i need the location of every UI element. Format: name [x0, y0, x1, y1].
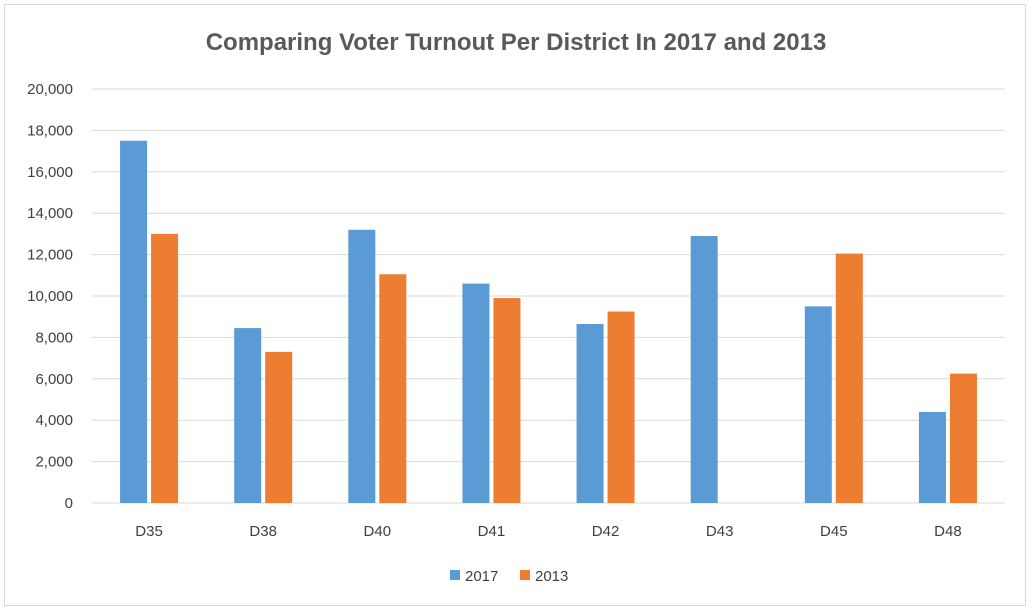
bar-d45-2017 [804, 306, 832, 503]
y-tick-label: 2,000 [35, 454, 73, 471]
bar-d38-2017 [234, 328, 262, 503]
y-tick-label: 10,000 [27, 288, 73, 305]
legend: 2017 2013 [450, 568, 568, 585]
legend-swatch-2017 [450, 570, 460, 580]
legend-swatch-2013 [520, 570, 530, 580]
legend-label-2017: 2017 [465, 568, 498, 585]
legend-label-2013: 2013 [535, 568, 568, 585]
gridlines [92, 88, 1005, 504]
y-tick-label: 18,000 [27, 122, 73, 139]
chart-title: Comparing Voter Turnout Per District In … [206, 29, 827, 56]
x-tick-label: D35 [135, 523, 163, 540]
bar-d48-2017 [918, 411, 946, 503]
y-tick-label: 8,000 [35, 329, 73, 346]
x-tick-label: D38 [249, 523, 277, 540]
bar-d38-2013 [265, 351, 293, 503]
y-tick-label: 12,000 [27, 247, 73, 264]
bar-d40-2017 [348, 229, 376, 503]
x-tick-label: D41 [478, 523, 506, 540]
bar-d35-2013 [151, 233, 179, 503]
y-tick-label: 0 [65, 495, 73, 512]
bar-d41-2013 [493, 298, 521, 503]
x-tick-label: D43 [706, 523, 734, 540]
bar-d43-2017 [690, 235, 718, 503]
bar-d42-2013 [607, 311, 635, 503]
bar-d35-2017 [120, 140, 148, 503]
x-tick-label: D48 [934, 523, 962, 540]
y-tick-label: 6,000 [35, 371, 73, 388]
bar-d40-2013 [379, 274, 407, 503]
y-axis-ticks: 0 2,000 4,000 6,000 8,000 10,000 12,000 14,000 1… [27, 81, 73, 512]
x-tick-label: D42 [592, 523, 620, 540]
bars [120, 140, 977, 503]
bar-d48-2013 [949, 373, 977, 503]
bar-d45-2013 [835, 253, 863, 503]
y-tick-label: 4,000 [35, 412, 73, 429]
y-tick-label: 14,000 [27, 205, 73, 222]
x-tick-label: D45 [820, 523, 848, 540]
y-tick-label: 20,000 [27, 81, 73, 98]
bar-d41-2017 [462, 283, 490, 503]
x-tick-label: D40 [364, 523, 392, 540]
y-tick-label: 16,000 [27, 164, 73, 181]
x-axis-ticks: D35 D38 D40 D41 D42 D43 D45 D48 [135, 523, 961, 540]
bar-d42-2017 [576, 323, 604, 503]
